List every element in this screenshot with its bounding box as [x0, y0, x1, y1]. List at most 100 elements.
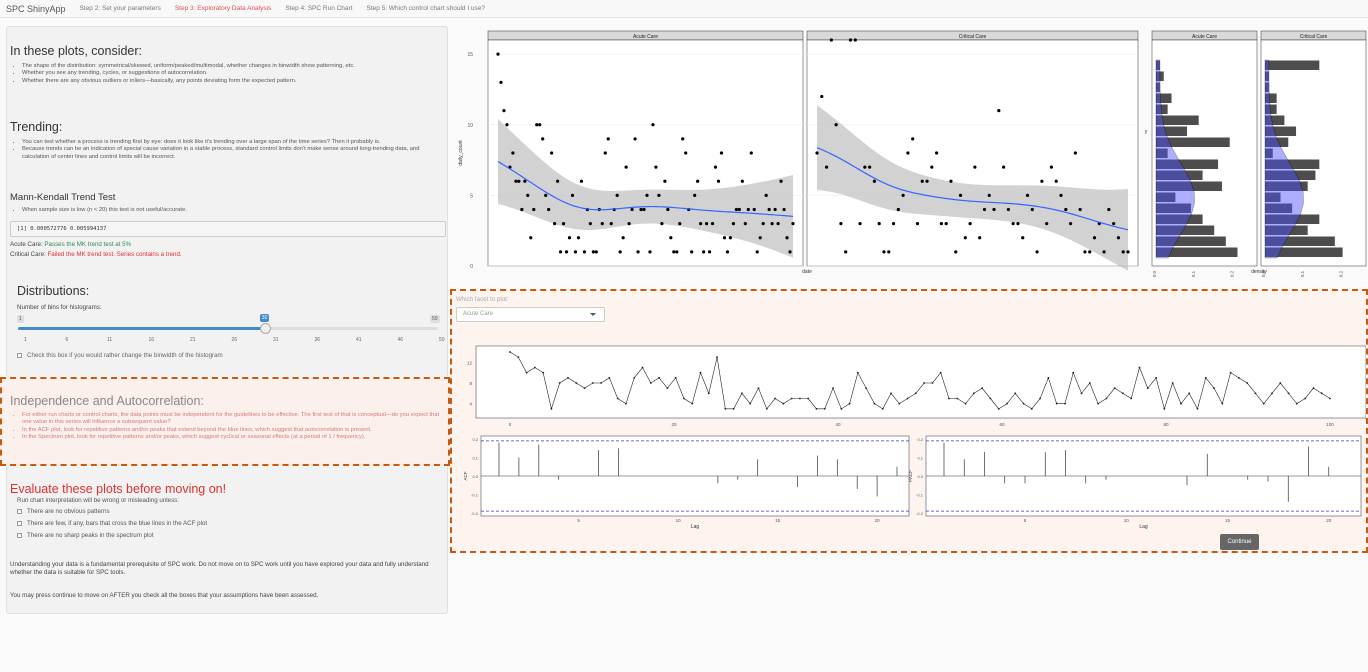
x-axis-label: density [1251, 269, 1267, 275]
data-point [1180, 402, 1182, 405]
data-point [737, 207, 741, 212]
data-point [997, 109, 1001, 113]
x-tick-label: 0.1 [1191, 270, 1196, 277]
data-point [728, 236, 733, 240]
data-point [782, 207, 786, 212]
data-point [696, 179, 700, 183]
list-item: In the Spectrum plot, look for repetitiv… [22, 434, 448, 441]
data-point [1246, 382, 1249, 384]
data-point [594, 250, 598, 254]
slider-tick-label: 11 [107, 337, 113, 343]
binwidth-checkbox[interactable] [17, 353, 22, 358]
facet-select[interactable]: Acute Care [456, 307, 605, 322]
histogram-bar [1156, 126, 1188, 136]
evaluate-title: Evaluate these plots before moving on! [10, 482, 227, 496]
tab-step4[interactable]: Step 4: SPC Run Chart [285, 5, 353, 12]
y-tick-label: 12 [467, 360, 473, 365]
y-tick-label: 0 [470, 264, 473, 270]
data-point [1213, 387, 1215, 390]
bins-label: Number of bins for histograms: [17, 304, 102, 311]
data-point [707, 250, 712, 254]
data-point [954, 250, 958, 254]
x-tick-label: 60 [999, 422, 1005, 427]
data-point [1304, 397, 1307, 400]
data-point [1329, 397, 1331, 400]
density-curve [1264, 59, 1304, 259]
data-point [669, 236, 673, 240]
data-point [1072, 371, 1075, 374]
data-point [538, 123, 542, 127]
data-point [939, 371, 942, 374]
critical-fail-text: Failed the MK trend test. Series contain… [47, 251, 182, 258]
list-item: The shape of the distribution: symmetric… [22, 63, 440, 70]
data-point [997, 407, 1000, 410]
histogram-bar [1265, 71, 1269, 81]
data-point [1229, 371, 1232, 374]
data-point [1054, 179, 1058, 183]
data-point [915, 222, 920, 226]
tab-step2[interactable]: Step 2: Set your parameters [79, 5, 161, 12]
confidence-band [498, 119, 793, 258]
data-point [517, 356, 520, 359]
data-point [573, 250, 578, 254]
histogram-bar [1265, 181, 1308, 191]
data-point [958, 193, 963, 197]
data-point [660, 222, 664, 226]
data-point [743, 222, 747, 226]
tab-step5[interactable]: Step 5: Which control chart should I use… [366, 5, 486, 12]
data-point [949, 179, 953, 183]
data-point [765, 407, 768, 410]
tab-step3[interactable]: Step 3: Exploratory Data Analysis [174, 5, 272, 12]
continue-button[interactable]: Continue [1220, 534, 1259, 550]
data-point [858, 222, 862, 226]
data-point [648, 250, 652, 254]
data-point [901, 193, 905, 197]
data-point [672, 250, 676, 254]
data-point [956, 397, 959, 400]
data-point [848, 38, 853, 42]
critical-result: Critical Care: Failed the MK trend test.… [10, 251, 182, 258]
histogram-bar [1265, 159, 1320, 169]
data-point [872, 179, 877, 183]
data-point [1040, 179, 1044, 183]
data-point [625, 402, 627, 405]
histogram-bar [1265, 104, 1277, 114]
data-point [544, 193, 548, 197]
list-item: Whether there are any obvious outliers o… [22, 78, 440, 85]
slider-tick-label: 46 [397, 337, 404, 343]
slider-tick-label: 26 [231, 337, 238, 343]
histogram-bar [1156, 115, 1199, 125]
histogram-bar [1265, 214, 1320, 224]
data-point [520, 207, 524, 212]
data-point [600, 222, 604, 226]
data-point [1064, 207, 1068, 212]
confidence-band [817, 105, 1128, 271]
data-point [1068, 222, 1073, 226]
data-point [788, 250, 792, 254]
brand[interactable]: SPC ShinyApp [6, 3, 66, 14]
data-point [774, 397, 776, 400]
data-point [865, 387, 868, 390]
histogram-bar [1265, 60, 1320, 70]
mk-list: When sample size is low (n < 20) this te… [10, 207, 440, 214]
data-point [749, 151, 753, 155]
y-tick-label: -0.2 [916, 511, 924, 516]
histogram-bar [1265, 203, 1293, 213]
data-point [615, 193, 619, 197]
data-point [561, 222, 566, 226]
data-point [925, 179, 929, 183]
data-point [588, 222, 592, 226]
data-point [725, 250, 730, 254]
check-spectrum[interactable] [17, 533, 22, 538]
check-acf[interactable] [17, 521, 22, 526]
slider-handle[interactable] [259, 323, 271, 334]
data-point [691, 402, 694, 405]
data-point [1146, 387, 1149, 390]
histogram-bar [1156, 247, 1238, 257]
data-point [509, 351, 511, 353]
data-point [702, 250, 706, 254]
data-point [906, 397, 909, 400]
check-no-patterns[interactable] [17, 509, 22, 514]
data-point [863, 165, 867, 169]
data-point [1049, 165, 1054, 169]
